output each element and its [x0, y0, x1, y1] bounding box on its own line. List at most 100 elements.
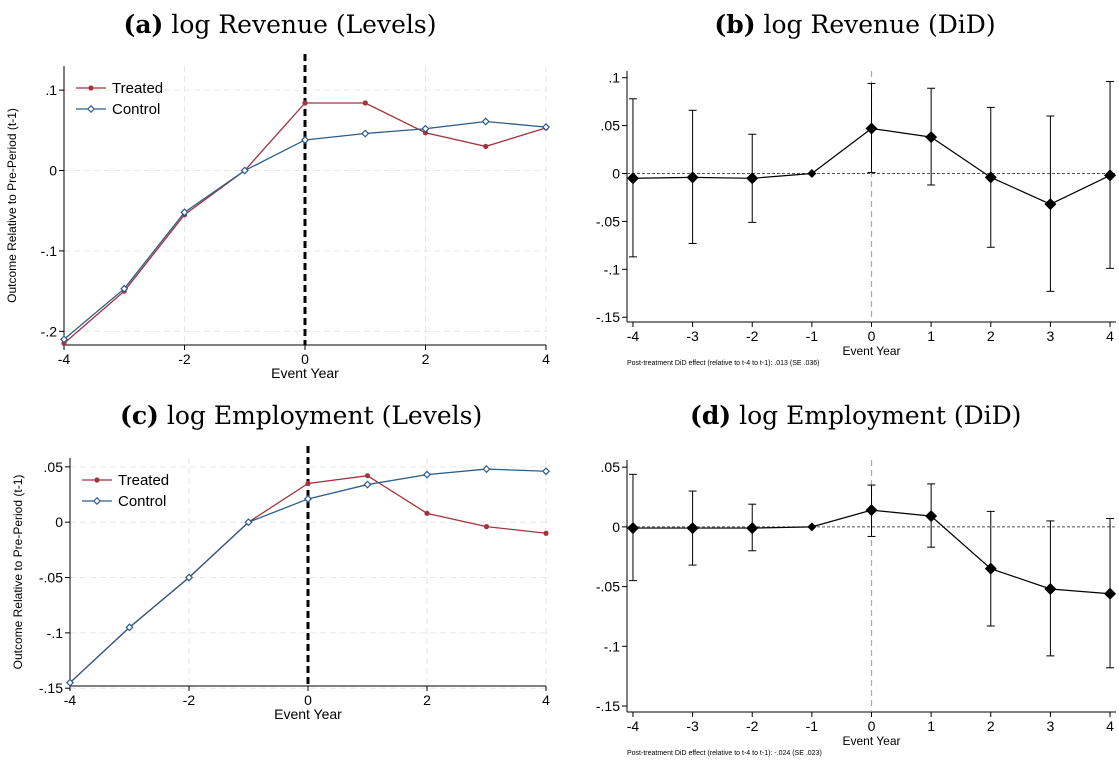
y-tick-label: -.1	[604, 638, 621, 654]
legend-label: Control	[118, 493, 166, 510]
estimate-point	[984, 171, 997, 184]
point-treated	[362, 100, 368, 106]
did-effect-note: Post-treatment DiD effect (relative to t…	[627, 750, 822, 757]
x-axis-title: Event Year	[271, 365, 339, 381]
legend-label: Control	[112, 101, 160, 118]
y-tick-label: -.1	[47, 625, 64, 641]
estimate-point	[865, 504, 878, 517]
point-treated	[543, 530, 549, 536]
panel-title-a: (a) log Revenue (Levels)	[120, 10, 440, 39]
x-tick-label: -2	[746, 328, 759, 344]
estimate-point	[1104, 169, 1117, 182]
did-effect-note: Post-treatment DiD effect (relative to t…	[627, 360, 819, 367]
x-axis-title: Event Year	[842, 344, 900, 358]
estimate-point	[984, 562, 997, 575]
legend-marker	[92, 496, 102, 506]
estimate-point	[807, 522, 817, 532]
panel-letter-a: (a)	[123, 10, 164, 39]
legend-marker	[86, 104, 96, 114]
y-tick-label: 0	[612, 166, 620, 182]
point-control	[180, 208, 189, 217]
legend-label: Treated	[118, 472, 169, 489]
x-tick-label: 4	[1106, 718, 1114, 734]
y-tick-label: 0	[49, 163, 57, 179]
y-tick-label: -.05	[596, 213, 620, 229]
point-control	[65, 678, 75, 687]
y-tick-label: .05	[601, 118, 621, 134]
estimate-point	[925, 131, 938, 144]
point-control	[422, 470, 432, 479]
estimate-point	[925, 510, 938, 523]
legend-marker	[94, 477, 100, 483]
y-tick-label: .1	[45, 82, 57, 98]
x-tick-label: 1	[927, 718, 935, 734]
x-tick-label: 2	[987, 328, 995, 344]
x-tick-label: -4	[64, 692, 77, 708]
panel-title-text-c: log Employment (Levels)	[166, 401, 483, 430]
point-treated	[424, 510, 430, 516]
point-control	[303, 494, 313, 503]
legend-marker	[88, 85, 94, 91]
legend: Treated Control	[76, 80, 163, 118]
y-tick-label: -.1	[41, 243, 58, 259]
point-control	[482, 465, 491, 474]
panel-title-text-d: log Employment (DiD)	[739, 401, 1022, 430]
point-control	[300, 135, 310, 145]
x-axis-title: Event Year	[274, 706, 342, 722]
legend: Treated Control	[82, 472, 169, 510]
x-tick-label: 0	[868, 328, 876, 344]
y-tick-label: -.1	[604, 261, 621, 277]
point-treated	[305, 480, 311, 487]
y-tick-label: -.15	[596, 309, 620, 325]
estimate-point	[626, 522, 639, 535]
panel-letter-b: (b)	[714, 10, 756, 39]
point-control	[481, 117, 490, 126]
y-tick-label: 0	[55, 514, 63, 530]
x-tick-label: 2	[422, 351, 430, 367]
chart-a: .1 0 -.1 -.2-4 -2 0 2 4 Event Year Outcome Relati…	[5, 54, 550, 381]
x-tick-label: -4	[58, 351, 71, 367]
y-axis-title: Outcome Relative to Pre-Period (t-1)	[11, 475, 25, 670]
x-tick-label: -4	[627, 328, 640, 344]
y-tick-label: -.05	[39, 570, 63, 586]
x-tick-label: 3	[1047, 718, 1055, 734]
point-control	[244, 518, 253, 527]
point-treated	[364, 473, 371, 479]
x-tick-label: 0	[301, 351, 309, 367]
chart-c: .05 0 -.05 -.1 -.15-4 -2 0 2 4 Event Year Outcome …	[11, 446, 550, 722]
estimate-point	[686, 171, 699, 184]
estimate-point	[626, 172, 639, 185]
x-tick-label: 4	[542, 692, 550, 708]
estimate-point	[746, 172, 759, 185]
panel-title-text-b: log Revenue (DiD)	[763, 10, 996, 39]
point-control	[361, 129, 370, 138]
x-tick-label: 0	[304, 692, 312, 708]
panel-letter-d: (d)	[690, 401, 732, 430]
chart-b: .1 .05 0 -.05 -.1 -.15 -4 -3 -2 -1 0 1 2 3 4 Event Year…	[596, 70, 1117, 367]
estimate-point	[1044, 582, 1057, 595]
x-tick-label: -2	[183, 692, 196, 708]
estimate-point	[746, 522, 759, 535]
point-control	[541, 467, 551, 476]
y-tick-label: .1	[608, 70, 620, 86]
estimate-point	[1104, 587, 1117, 600]
point-control	[363, 480, 372, 489]
panel-title-text-a: log Revenue (Levels)	[171, 10, 437, 39]
y-tick-label: -.2	[41, 323, 58, 339]
y-tick-label: -.15	[596, 698, 620, 714]
point-treated	[483, 524, 490, 530]
point-control	[59, 335, 69, 344]
point-control	[541, 123, 551, 132]
point-control	[421, 124, 430, 133]
panel-title-c: (c) log Employment (Levels)	[120, 401, 482, 430]
x-tick-label: -2	[178, 351, 191, 367]
x-axis-title: Event Year	[842, 734, 900, 748]
x-tick-label: 3	[1047, 328, 1055, 344]
estimate-point	[865, 122, 878, 135]
x-tick-label: -3	[686, 328, 699, 344]
estimate-point	[807, 169, 817, 179]
point-treated	[483, 143, 489, 150]
panel-letter-c: (c)	[120, 401, 159, 430]
y-tick-label: .05	[601, 459, 621, 475]
x-tick-label: -1	[806, 328, 819, 344]
